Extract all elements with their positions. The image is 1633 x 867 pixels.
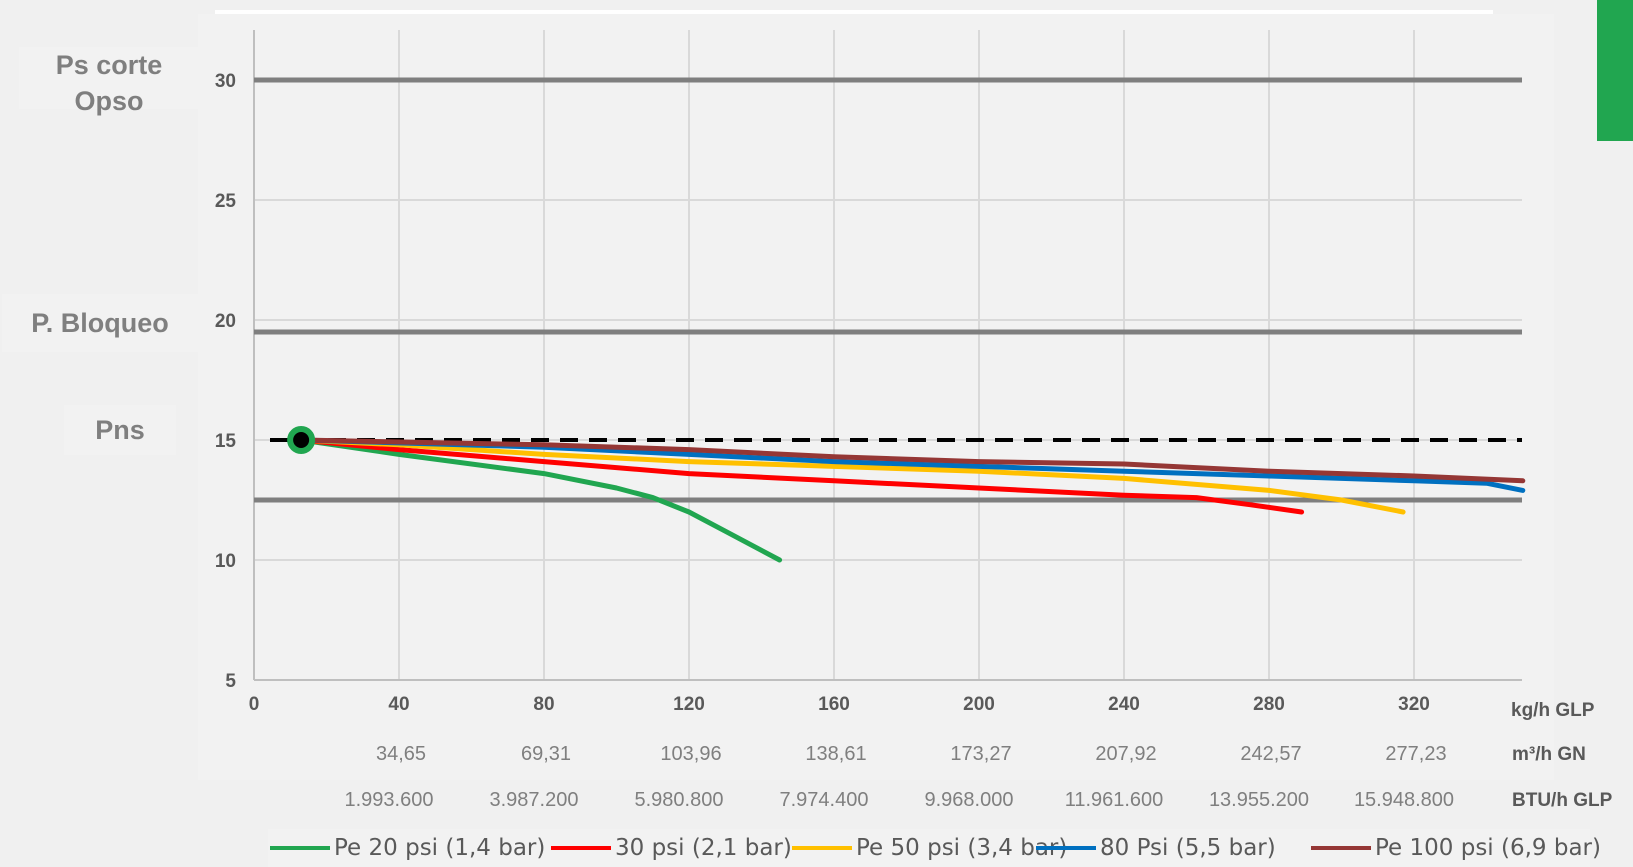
secondary-tick-label: 7.974.400: [780, 789, 869, 811]
secondary-tick-label: 34,65: [376, 743, 426, 765]
y-tick-label: 30: [215, 71, 236, 92]
secondary-tick-label: 9.968.000: [925, 789, 1014, 811]
legend-item: 30 psi (2,1 bar): [551, 829, 792, 867]
ref-label-ps-corte-line2: Opso: [74, 86, 144, 116]
ref-label-p-bloqueo: P. Bloqueo: [2, 294, 198, 352]
legend-label: Pe 100 psi (6,9 bar): [1375, 835, 1601, 861]
legend-label: 30 psi (2,1 bar): [615, 835, 792, 861]
legend-label: Pe 20 psi (1,4 bar): [334, 835, 546, 861]
x-tick-label: 280: [1253, 694, 1285, 715]
green-corner-tab: [1597, 0, 1633, 141]
x-unit-label-kgh: kg/h GLP: [1511, 700, 1595, 721]
series-line: [298, 437, 1305, 515]
legend-swatch: [792, 846, 852, 850]
y-tick-label: 25: [215, 191, 237, 212]
legend-label: 80 Psi (5,5 bar): [1100, 835, 1276, 861]
x-tick-label: 160: [818, 694, 850, 715]
secondary-tick-label: 13.955.200: [1209, 789, 1309, 811]
legend-item: Pe 50 psi (3,4 bar): [792, 829, 1067, 867]
series-line: [298, 437, 1406, 515]
secondary-unit-label: BTU/h GLP: [1512, 790, 1613, 811]
top-border-line: [215, 10, 1493, 14]
series-line: [298, 437, 783, 563]
secondary-tick-label: 207,92: [1095, 743, 1156, 765]
legend-swatch: [1311, 846, 1371, 850]
x-tick-label: 120: [673, 694, 705, 715]
ref-label-pns: Pns: [64, 405, 176, 455]
plot-area: [198, 14, 1554, 780]
legend-label: Pe 50 psi (3,4 bar): [856, 835, 1068, 861]
y-tick-label: 10: [215, 551, 236, 572]
secondary-tick-label: 69,31: [521, 743, 571, 765]
secondary-tick-label: 5.980.800: [635, 789, 724, 811]
legend-swatch: [551, 846, 611, 850]
y-tick-label: 5: [225, 671, 236, 692]
chart-legend: Pe 20 psi (1,4 bar) 30 psi (2,1 bar) Pe 50…: [268, 829, 1601, 867]
x-tick-label: 200: [963, 694, 995, 715]
x-tick-label: 0: [249, 694, 260, 715]
secondary-tick-label: 242,57: [1240, 743, 1301, 765]
legend-item: Pe 100 psi (6,9 bar): [1311, 829, 1601, 867]
x-tick-label: 40: [388, 694, 409, 715]
y-tick-label: 15: [215, 431, 237, 452]
secondary-tick-label: 277,23: [1385, 743, 1446, 765]
secondary-tick-label: 173,27: [950, 743, 1011, 765]
x-tick-label: 320: [1398, 694, 1430, 715]
legend-item: Pe 20 psi (1,4 bar): [270, 829, 545, 867]
ref-label-ps-corte-line1: Ps corte: [55, 50, 163, 80]
legend-item: 80 Psi (5,5 bar): [1036, 829, 1276, 867]
secondary-tick-label: 138,61: [805, 743, 866, 765]
series-line: [298, 437, 1526, 493]
secondary-tick-label: 15.948.800: [1354, 789, 1454, 811]
ref-label-ps-corte: Ps corte Opso: [19, 47, 199, 116]
secondary-tick-label: 3.987.200: [490, 789, 579, 811]
legend-swatch: [270, 846, 330, 850]
secondary-tick-label: 103,96: [660, 743, 721, 765]
series-line: [298, 437, 1526, 484]
y-tick-label: 20: [215, 311, 236, 332]
secondary-tick-label: 11.961.600: [1065, 789, 1164, 811]
secondary-tick-label: 1.993.600: [345, 789, 434, 811]
legend-swatch: [1036, 846, 1096, 850]
secondary-unit-label: m³/h GN: [1512, 744, 1586, 765]
x-tick-label: 80: [533, 694, 554, 715]
x-tick-label: 240: [1108, 694, 1140, 715]
operating-point-marker: [287, 426, 316, 454]
